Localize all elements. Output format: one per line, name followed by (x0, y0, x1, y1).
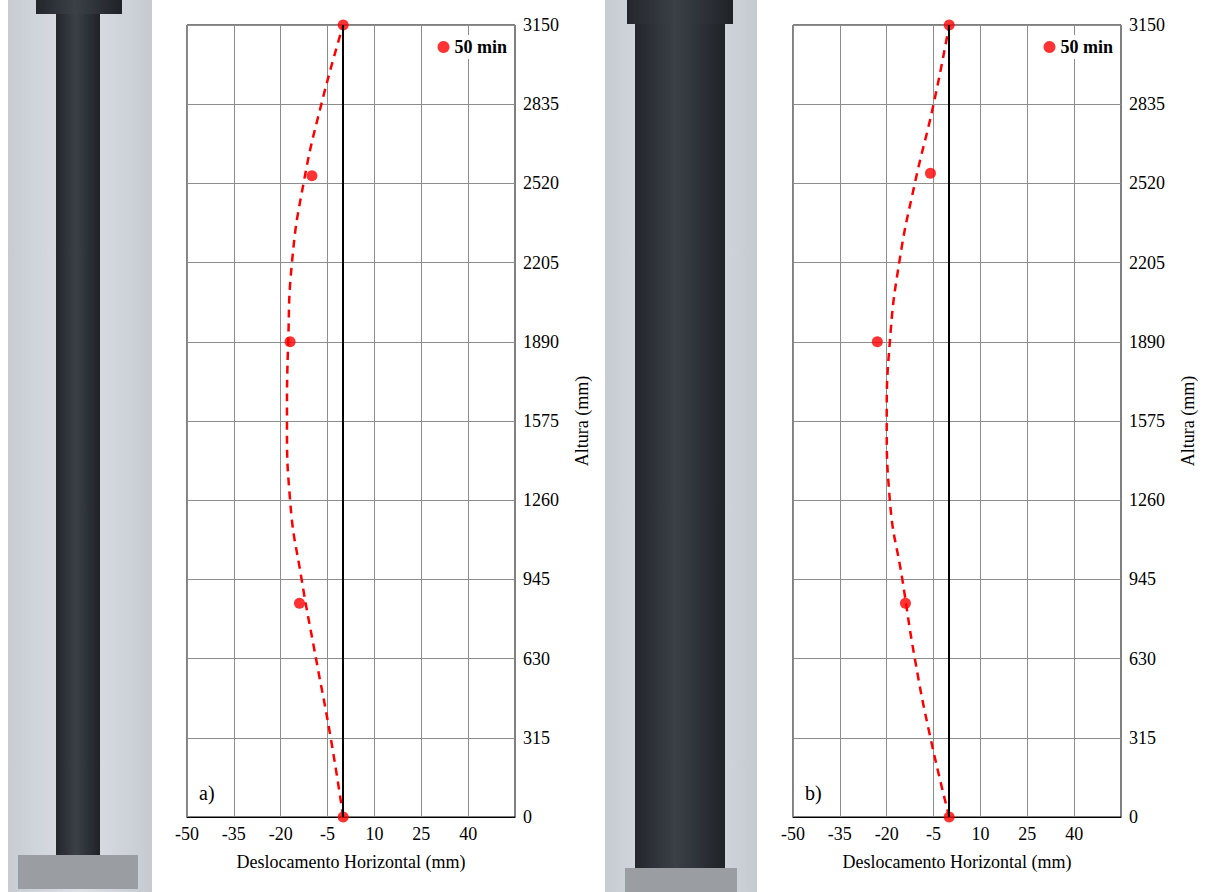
svg-text:945: 945 (523, 569, 550, 589)
svg-text:-20: -20 (875, 824, 899, 844)
svg-text:1890: 1890 (1129, 332, 1165, 352)
svg-text:945: 945 (1129, 569, 1156, 589)
svg-text:-5: -5 (320, 824, 335, 844)
svg-text:2835: 2835 (523, 94, 559, 114)
svg-text:40: 40 (1065, 824, 1083, 844)
svg-text:0: 0 (1129, 807, 1138, 827)
svg-text:25: 25 (1018, 824, 1036, 844)
svg-text:2520: 2520 (523, 173, 559, 193)
svg-text:Altura (mm): Altura (mm) (572, 376, 593, 466)
svg-text:1575: 1575 (523, 411, 559, 431)
svg-text:2520: 2520 (1129, 173, 1165, 193)
svg-text:50 min: 50 min (1060, 37, 1113, 57)
svg-text:630: 630 (523, 649, 550, 669)
svg-text:Deslocamento Horizontal (mm): Deslocamento Horizontal (mm) (843, 852, 1072, 873)
svg-text:10: 10 (971, 824, 989, 844)
svg-text:2835: 2835 (1129, 94, 1165, 114)
svg-text:1260: 1260 (523, 490, 559, 510)
svg-text:Altura (mm): Altura (mm) (1178, 376, 1199, 466)
svg-text:1260: 1260 (1129, 490, 1165, 510)
svg-text:1575: 1575 (1129, 411, 1165, 431)
svg-text:40: 40 (459, 824, 477, 844)
svg-text:0: 0 (523, 807, 532, 827)
svg-text:1890: 1890 (523, 332, 559, 352)
svg-text:-20: -20 (269, 824, 293, 844)
svg-text:25: 25 (412, 824, 430, 844)
svg-text:-35: -35 (222, 824, 246, 844)
svg-text:Deslocamento Horizontal (mm): Deslocamento Horizontal (mm) (237, 852, 466, 873)
svg-text:2205: 2205 (523, 253, 559, 273)
svg-text:2205: 2205 (1129, 253, 1165, 273)
svg-text:315: 315 (1129, 728, 1156, 748)
svg-text:3150: 3150 (523, 15, 559, 35)
svg-text:630: 630 (1129, 649, 1156, 669)
svg-text:-50: -50 (175, 824, 199, 844)
svg-text:50 min: 50 min (454, 37, 507, 57)
svg-text:315: 315 (523, 728, 550, 748)
svg-text:-50: -50 (781, 824, 805, 844)
svg-text:a): a) (199, 782, 215, 805)
svg-text:-35: -35 (828, 824, 852, 844)
svg-text:b): b) (805, 782, 822, 805)
svg-text:3150: 3150 (1129, 15, 1165, 35)
svg-text:10: 10 (365, 824, 383, 844)
svg-text:-5: -5 (926, 824, 941, 844)
